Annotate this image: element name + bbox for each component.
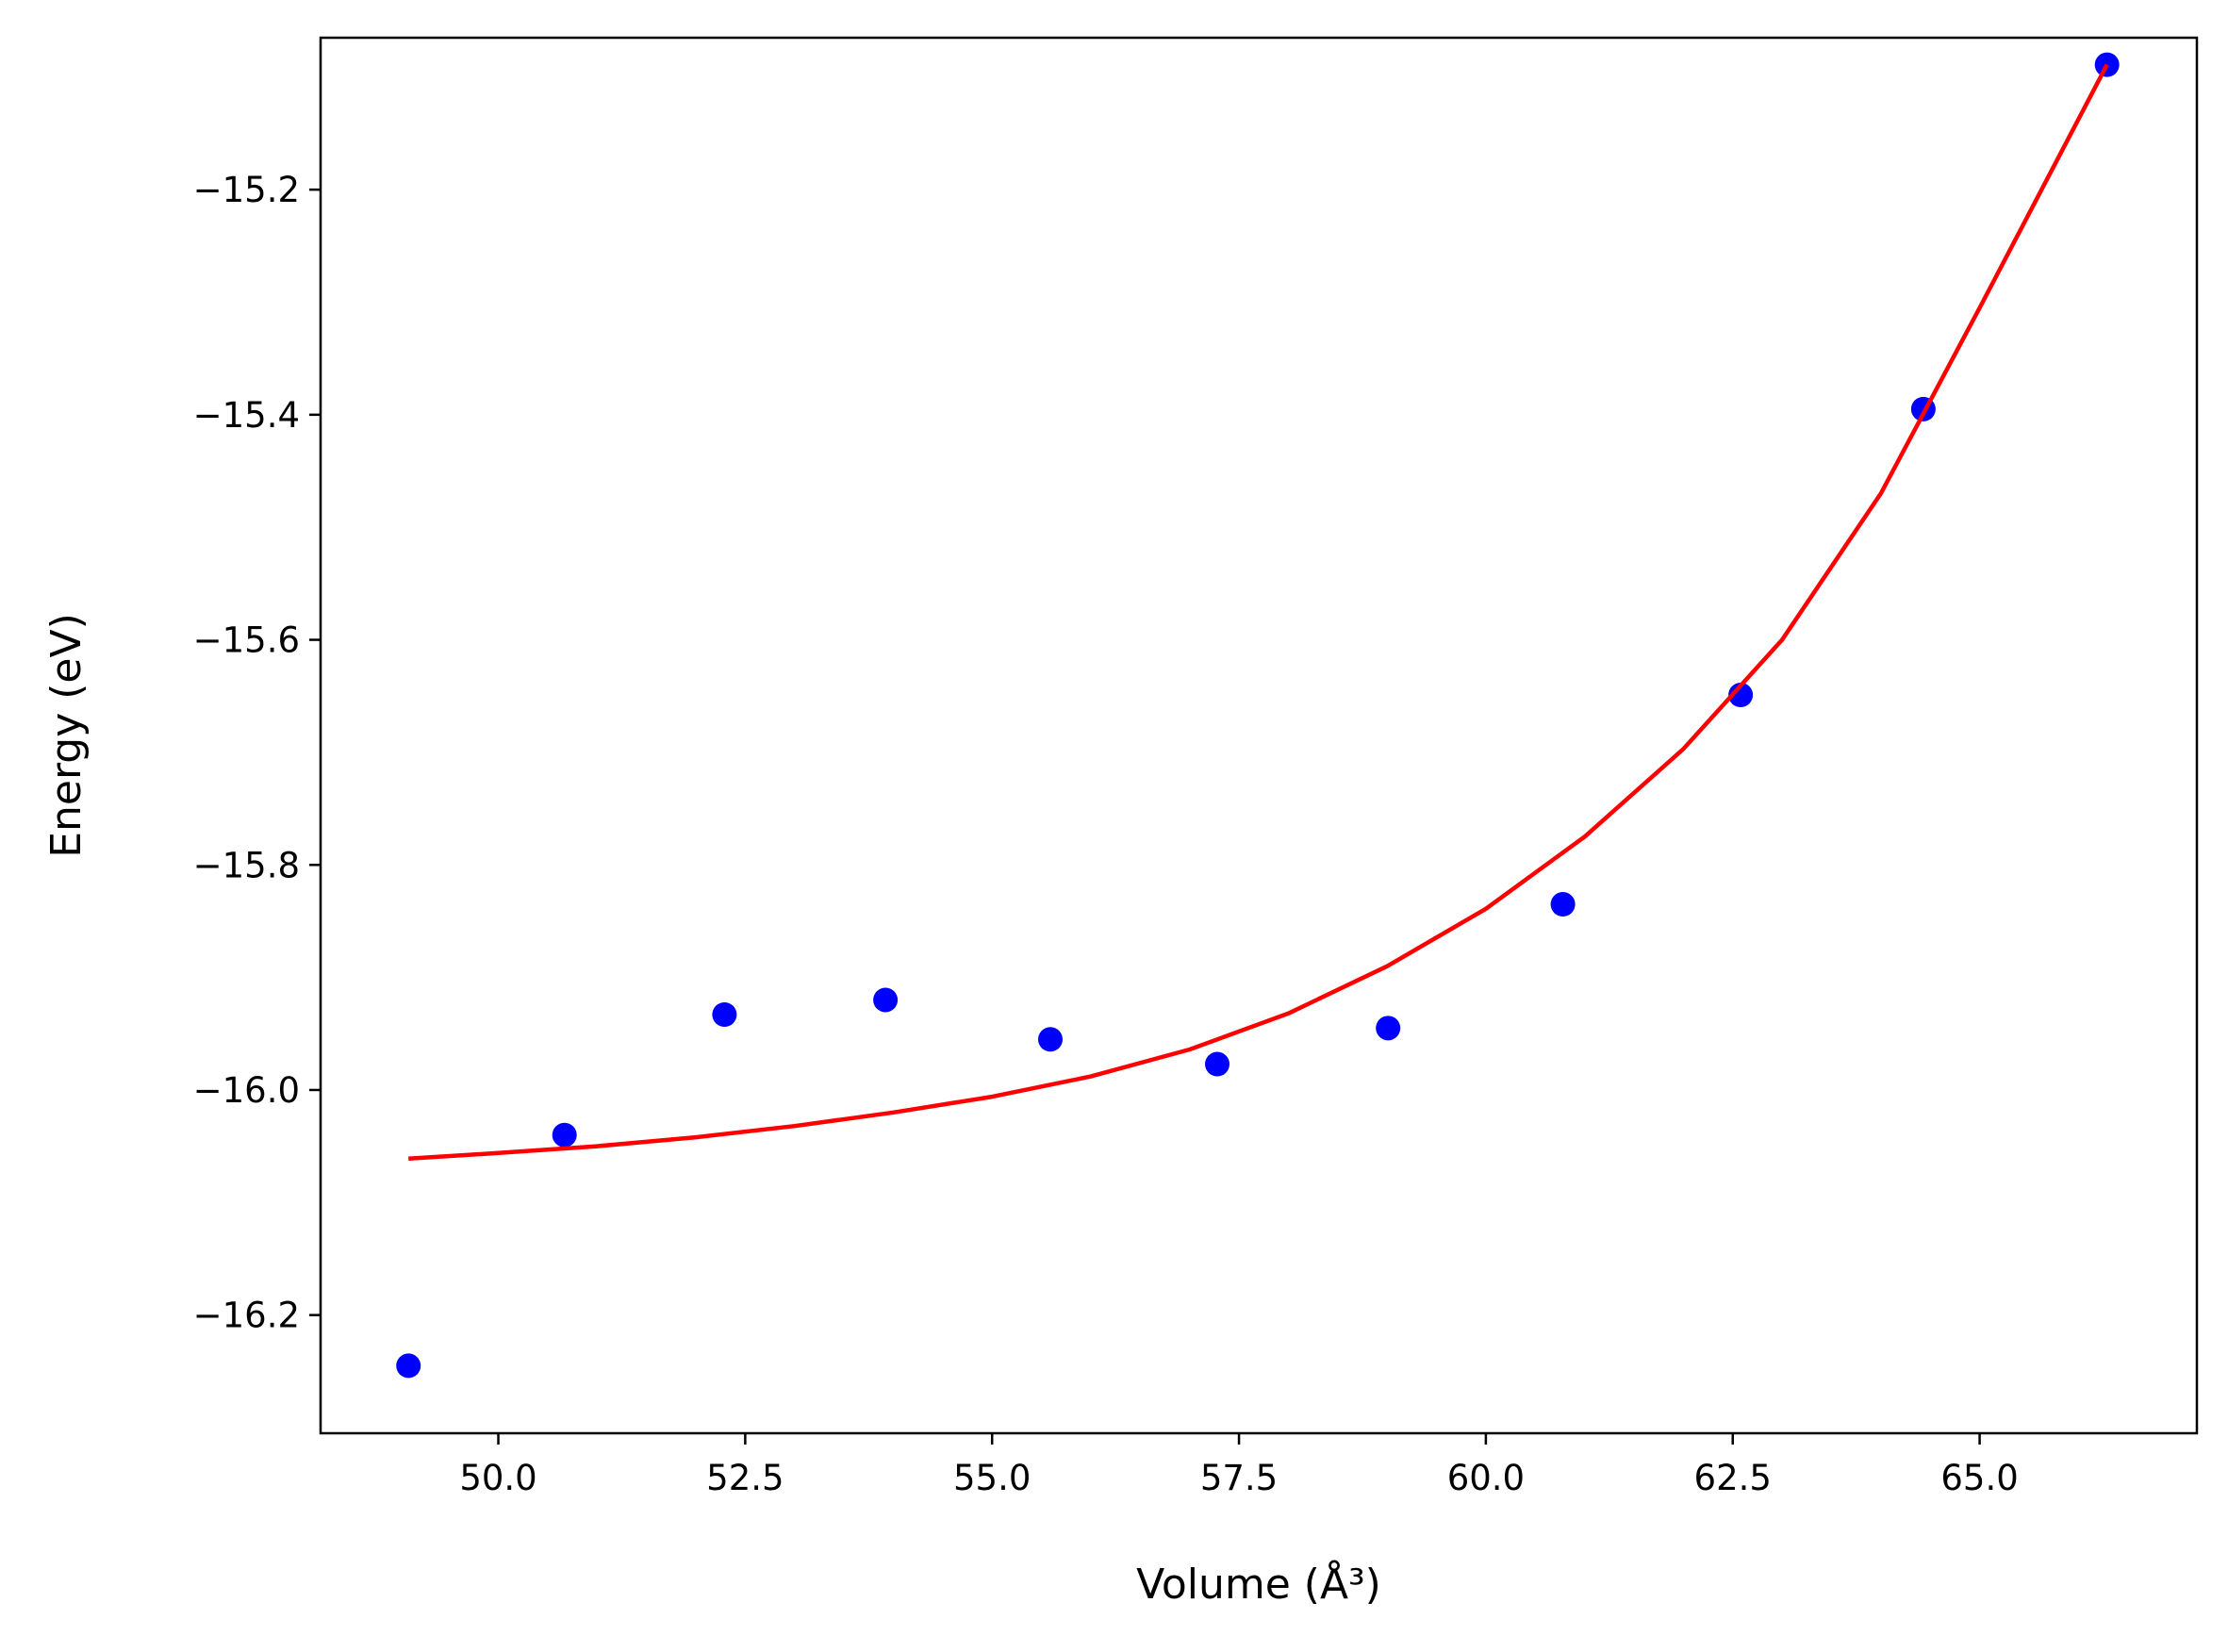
data-point [1728, 683, 1754, 708]
x-axis-label: Volume (Å³) [1136, 1559, 1381, 1609]
x-tick-label: 50.0 [459, 1458, 536, 1498]
data-point [1550, 892, 1576, 917]
data-point [1205, 1051, 1230, 1077]
data-point [873, 987, 899, 1013]
x-tick-label: 62.5 [1694, 1458, 1772, 1498]
plot-layer [396, 52, 2120, 1379]
data-point [396, 1353, 421, 1379]
fit-curve [408, 63, 2109, 1162]
y-tick-label: −15.6 [193, 620, 300, 661]
axes-frame [319, 36, 2199, 1435]
y-axis-label: Energy (eV) [42, 613, 91, 858]
x-tick-label: 55.0 [953, 1458, 1031, 1498]
x-tick-label: 52.5 [706, 1458, 784, 1498]
data-point [1038, 1027, 1064, 1052]
data-point [712, 1002, 737, 1027]
y-tick-label: −15.8 [193, 845, 300, 885]
data-point [552, 1122, 577, 1148]
y-tick-label: −16.0 [193, 1070, 300, 1111]
x-tick-label: 65.0 [1940, 1458, 2018, 1498]
y-tick-label: −15.4 [193, 395, 300, 436]
y-tick-label: −15.2 [193, 170, 300, 210]
ticks-layer: 50.0 52.5 55.0 57.5 60.0 62.5 65.0 −15.2 −15.4 −1… [193, 170, 2019, 1498]
data-point [1376, 1016, 1401, 1041]
x-tick-label: 60.0 [1447, 1458, 1525, 1498]
x-tick-label: 57.5 [1200, 1458, 1278, 1498]
y-tick-label: −16.2 [193, 1296, 300, 1336]
